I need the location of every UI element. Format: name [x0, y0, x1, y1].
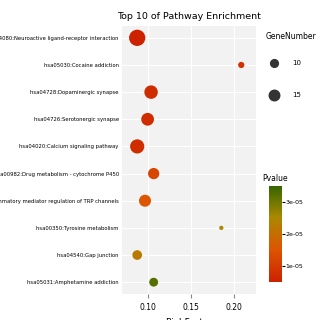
Point — [151, 171, 156, 176]
Point — [135, 252, 140, 258]
Title: Top 10 of Pathway Enrichment: Top 10 of Pathway Enrichment — [117, 12, 261, 21]
Point — [135, 144, 140, 149]
Point — [145, 117, 150, 122]
Point — [219, 225, 224, 230]
Point — [239, 62, 244, 68]
Title: Pvalue: Pvalue — [262, 174, 288, 183]
Point — [151, 280, 156, 285]
Point — [135, 35, 140, 40]
X-axis label: RichFactor: RichFactor — [165, 318, 212, 320]
Point — [148, 90, 154, 95]
Text: GeneNumber: GeneNumber — [265, 32, 316, 41]
Text: 10: 10 — [293, 60, 302, 66]
Text: 15: 15 — [293, 92, 301, 98]
Point — [142, 198, 148, 203]
